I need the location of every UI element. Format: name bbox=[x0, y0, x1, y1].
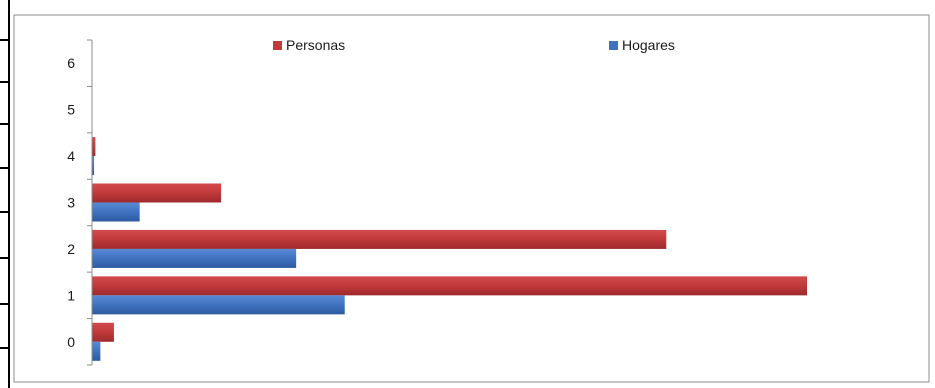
bar-hogares-1 bbox=[92, 295, 345, 315]
legend-label-hogares: Hogares bbox=[622, 37, 675, 53]
bar-hogares-0 bbox=[92, 341, 101, 361]
y-tick-label-4: 4 bbox=[67, 148, 75, 164]
bar-personas-0 bbox=[92, 322, 114, 342]
legend-label-personas: Personas bbox=[286, 37, 345, 53]
y-tick-label-0: 0 bbox=[67, 334, 75, 350]
bar-hogares-4 bbox=[92, 156, 94, 176]
plot-area: 0 1 2 3 4 5 6 bbox=[67, 39, 808, 366]
y-tick-label-1: 1 bbox=[67, 287, 75, 303]
bar-personas-3 bbox=[92, 183, 222, 203]
bar-personas-4 bbox=[92, 137, 96, 157]
bar-hogares-2 bbox=[92, 248, 297, 268]
bar-personas-2 bbox=[92, 229, 667, 249]
y-tick-label-2: 2 bbox=[67, 241, 75, 257]
legend: Personas Hogares bbox=[273, 37, 675, 53]
legend-swatch-personas bbox=[273, 41, 282, 50]
bar-personas-1 bbox=[92, 276, 808, 296]
left-border-ticks bbox=[0, 39, 9, 349]
legend-swatch-hogares bbox=[609, 41, 618, 50]
bar-hogares-3 bbox=[92, 202, 140, 222]
y-tick-label-6: 6 bbox=[67, 55, 75, 71]
y-tick-label-3: 3 bbox=[67, 195, 75, 211]
y-tick-label-5: 5 bbox=[67, 102, 75, 118]
